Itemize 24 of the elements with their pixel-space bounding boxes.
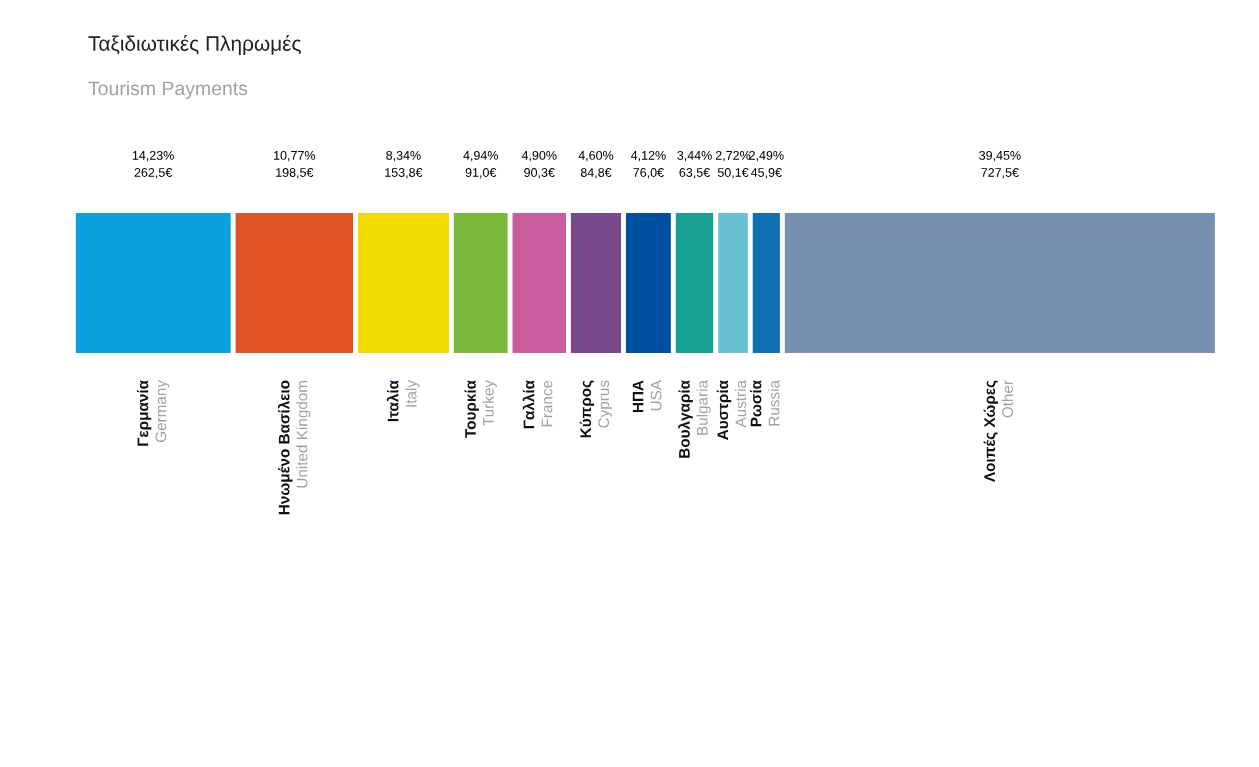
data-label: 10,77% 198,5€ [274,150,316,179]
category-label: ΗΠΑ USA [632,380,662,413]
data-label: 3,44% 63,5€ [677,150,712,179]
category-label: Λοιπές Χώρες Other [983,380,1013,482]
category-label: Ρωσία Russia [749,380,780,427]
category-label: Κύπρος Cyprus [579,380,613,438]
category-label: Ηνωμένο Βασίλειο United Kingdom [277,380,311,515]
data-label: 2,49% 45,9€ [749,150,784,179]
data-label: 4,60% 84,8€ [578,150,614,179]
data-label: 14,23% 262,5€ [132,150,174,179]
text: Tourism Payments [88,80,248,100]
category-label: Τουρκία Turkey [464,380,497,438]
data-label: 4,94% 91,0€ [463,150,498,179]
data-label: 39,45% 727,5€ [979,150,1021,179]
data-label: 2,72% 50,1€ [715,150,751,179]
data-label: 4,90% 90,3€ [521,150,557,179]
category-label: Αυστρία Austria [716,380,747,440]
data-label: 4,12% 76,0€ [630,150,666,179]
category-label: Γαλλία France [522,380,553,429]
data-label: 8,34% 153,8€ [385,150,423,179]
category-label: Γερμανία Germany [136,380,170,446]
category-label: Βουλγαρία Bulgaria [678,380,711,458]
category-label: Ιταλία Italy [386,380,420,422]
text: Ταξιδιωτικές Πληρωμές [88,34,301,56]
